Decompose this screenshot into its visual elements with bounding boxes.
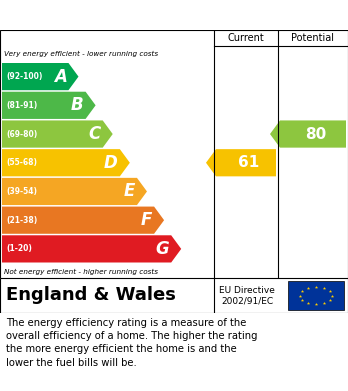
Text: Energy Efficiency Rating: Energy Efficiency Rating: [69, 7, 279, 23]
Polygon shape: [206, 149, 276, 176]
Polygon shape: [270, 120, 346, 148]
Text: Potential: Potential: [292, 33, 334, 43]
Text: G: G: [156, 240, 169, 258]
Text: E: E: [124, 183, 135, 201]
Bar: [288, 281, 344, 310]
Text: C: C: [88, 125, 101, 143]
Text: Not energy efficient - higher running costs: Not energy efficient - higher running co…: [4, 269, 158, 275]
Text: (92-100): (92-100): [6, 72, 42, 81]
Polygon shape: [2, 178, 147, 205]
Polygon shape: [2, 120, 113, 148]
Text: England & Wales: England & Wales: [6, 287, 176, 305]
Text: Current: Current: [228, 33, 264, 43]
Text: The energy efficiency rating is a measure of the
overall efficiency of a home. T: The energy efficiency rating is a measur…: [6, 318, 258, 368]
Polygon shape: [2, 92, 96, 119]
Text: A: A: [54, 68, 66, 86]
Text: (39-54): (39-54): [6, 187, 37, 196]
Polygon shape: [2, 149, 130, 176]
Polygon shape: [2, 63, 79, 90]
Text: Very energy efficient - lower running costs: Very energy efficient - lower running co…: [4, 51, 158, 57]
Text: (81-91): (81-91): [6, 101, 37, 110]
Text: (69-80): (69-80): [6, 129, 37, 138]
Text: EU Directive
2002/91/EC: EU Directive 2002/91/EC: [219, 286, 275, 305]
Text: 61: 61: [238, 155, 260, 170]
Text: (21-38): (21-38): [6, 216, 37, 225]
Text: 80: 80: [306, 127, 327, 142]
Text: D: D: [104, 154, 118, 172]
Polygon shape: [2, 206, 164, 234]
Text: F: F: [141, 211, 152, 229]
Text: B: B: [71, 96, 84, 114]
Text: (1-20): (1-20): [6, 244, 32, 253]
Polygon shape: [2, 235, 181, 262]
Text: (55-68): (55-68): [6, 158, 37, 167]
